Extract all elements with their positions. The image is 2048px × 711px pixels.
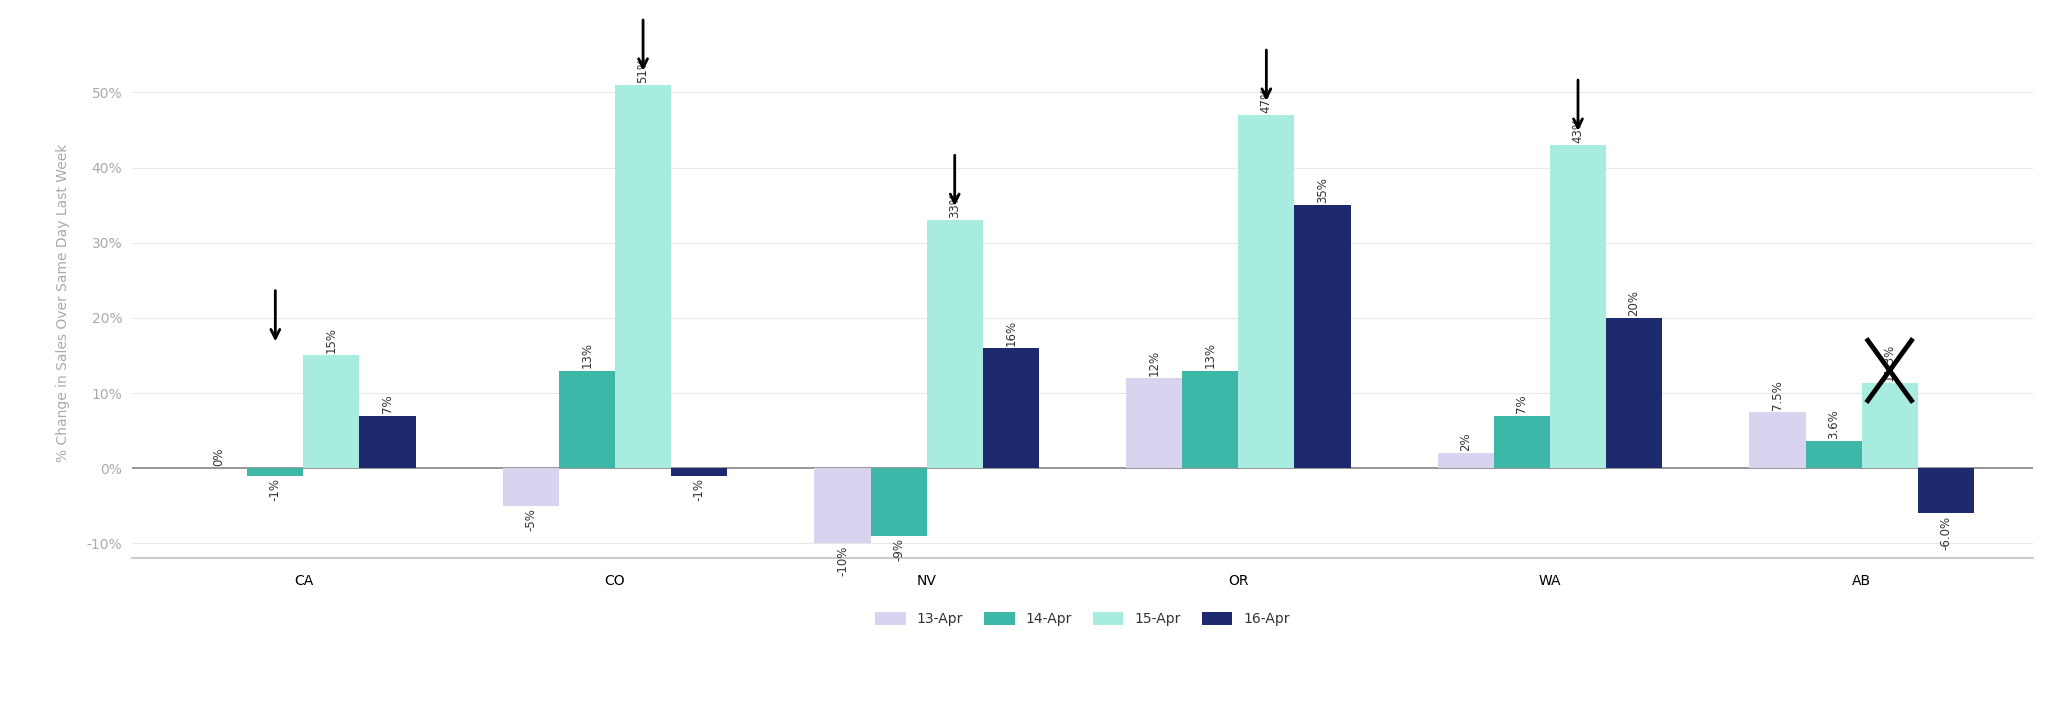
Bar (1806, 442, 1862, 469)
Text: 0%: 0% (213, 447, 225, 466)
Bar (1917, 469, 1974, 513)
Text: 51%: 51% (637, 57, 649, 82)
Text: 7.5%: 7.5% (1772, 380, 1784, 410)
Bar (1606, 318, 1663, 469)
Text: 7%: 7% (381, 395, 393, 413)
Bar (248, 469, 303, 476)
Text: 47%: 47% (1260, 87, 1274, 112)
Bar (926, 220, 983, 469)
Bar (983, 348, 1038, 469)
Text: 15%: 15% (326, 327, 338, 353)
Bar (1294, 205, 1350, 469)
Bar (1438, 453, 1493, 469)
Text: 20%: 20% (1628, 289, 1640, 316)
Text: -5%: -5% (524, 508, 537, 531)
Bar (1239, 115, 1294, 469)
Text: 7%: 7% (1516, 395, 1528, 413)
Bar (815, 469, 870, 543)
Text: 12%: 12% (1147, 350, 1161, 376)
Bar (870, 469, 926, 536)
Bar (1182, 370, 1239, 469)
Bar (504, 469, 559, 506)
Bar (559, 370, 614, 469)
Text: -10%: -10% (836, 545, 850, 576)
Text: 3.6%: 3.6% (1827, 409, 1839, 439)
Text: 13%: 13% (580, 342, 594, 368)
Bar (1126, 378, 1182, 469)
Text: -6.0%: -6.0% (1939, 515, 1952, 550)
Bar (360, 416, 416, 469)
Text: -9%: -9% (893, 538, 905, 561)
Legend: 13-Apr, 14-Apr, 15-Apr, 16-Apr: 13-Apr, 14-Apr, 15-Apr, 16-Apr (868, 606, 1296, 634)
Y-axis label: % Change in Sales Over Same Day Last Week: % Change in Sales Over Same Day Last Wee… (55, 144, 70, 462)
Text: 13%: 13% (1204, 342, 1217, 368)
Text: 33%: 33% (948, 192, 961, 218)
Bar (303, 356, 360, 469)
Bar (1550, 145, 1606, 469)
Text: -1%: -1% (268, 478, 283, 501)
Bar (1862, 383, 1917, 469)
Text: 2%: 2% (1460, 432, 1473, 451)
Bar (1493, 416, 1550, 469)
Text: 35%: 35% (1317, 177, 1329, 203)
Bar (614, 85, 672, 469)
Bar (672, 469, 727, 476)
Text: -1%: -1% (692, 478, 707, 501)
Text: 43%: 43% (1571, 117, 1585, 143)
Text: 16%: 16% (1004, 319, 1018, 346)
Text: 11.3%: 11.3% (1884, 344, 1896, 381)
Bar (1749, 412, 1806, 469)
